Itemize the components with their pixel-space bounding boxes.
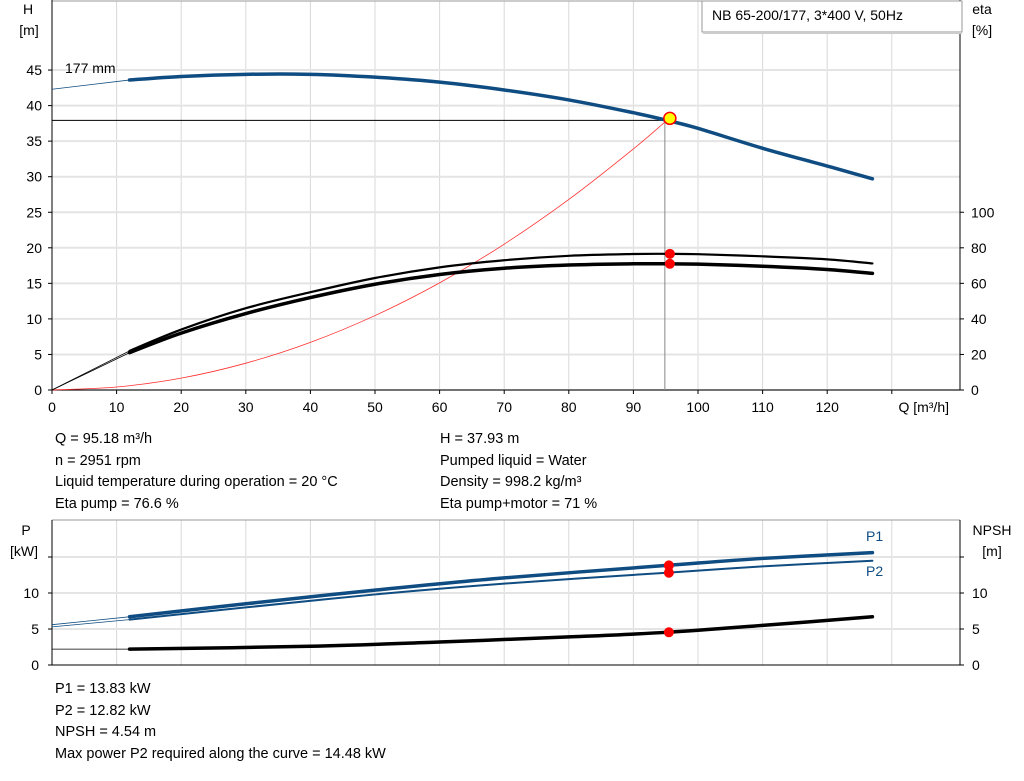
x-tick-label: 50 xyxy=(367,399,383,415)
p2-label: P2 xyxy=(866,563,883,579)
eta-tick-label: 0 xyxy=(971,382,979,398)
title-box xyxy=(701,0,963,33)
y-tick-label: 35 xyxy=(26,133,42,149)
y-tick-label: 20 xyxy=(26,240,42,256)
x-axis-label: Q [m³/h] xyxy=(898,399,949,415)
x-tick-label: 0 xyxy=(48,399,56,415)
info-flow: Q = 95.18 m³/h xyxy=(55,431,153,447)
x-tick-label: 20 xyxy=(173,399,189,415)
y-tick-label: 30 xyxy=(26,169,42,185)
y-axis-unit-right: [%] xyxy=(972,22,992,38)
power-tick-label: 10 xyxy=(23,585,39,601)
y-axis-label-right: eta xyxy=(972,1,992,17)
y-tick-label: 40 xyxy=(26,98,42,114)
x-tick-label: 40 xyxy=(303,399,319,415)
x-tick-label: 30 xyxy=(238,399,254,415)
eta-tick-label: 100 xyxy=(971,204,995,220)
p1-label: P1 xyxy=(866,528,883,544)
y-axis-label-left: H xyxy=(23,1,33,17)
y-tick-label: 5 xyxy=(34,346,42,362)
info-eta-total: Eta pump+motor = 71 % xyxy=(440,495,598,512)
y-tick-label: 25 xyxy=(26,204,42,220)
p1-curve xyxy=(127,550,875,619)
info-bottom: P1 = 13.83 kW P2 = 12.82 kW NPSH = 4.54 … xyxy=(55,679,386,765)
x-tick-label: 80 xyxy=(561,399,577,415)
eta-tick-label: 60 xyxy=(971,275,987,291)
npsh-axis-unit: [m] xyxy=(982,543,1001,559)
eta-tick-label: 40 xyxy=(971,311,987,327)
info-head: H = 37.93 m xyxy=(440,431,520,447)
info-max-power: Max power P2 required along the curve = … xyxy=(55,745,386,762)
head-curve xyxy=(127,72,875,181)
info-density: Density = 998.2 kg/m³ xyxy=(440,474,582,490)
eta-pump-curve xyxy=(128,252,874,352)
p2-marker xyxy=(663,567,674,578)
info-p1: P1 = 13.83 kW xyxy=(55,681,151,697)
npsh-marker xyxy=(663,627,674,638)
info-speed: n = 2951 rpm xyxy=(55,452,141,469)
y-axis-unit-left: [m] xyxy=(19,22,38,38)
eta-total-marker xyxy=(664,258,675,269)
npsh-tick-label: 10 xyxy=(972,585,988,601)
npsh-tick-label: 0 xyxy=(972,657,980,673)
info-temperature: Liquid temperature during operation = 20… xyxy=(55,474,338,490)
info-p2: P2 = 12.82 kW xyxy=(55,702,151,719)
y-tick-label: 0 xyxy=(34,382,42,398)
power-axis-unit: [kW] xyxy=(10,543,38,559)
info-npsh: NPSH = 4.54 m xyxy=(55,724,157,740)
npsh-axis-label: NPSH xyxy=(973,522,1012,538)
system-curve xyxy=(51,120,668,391)
info-top-right: H = 37.93 m Pumped liquid = Water Densit… xyxy=(440,429,597,515)
y-tick-label: 10 xyxy=(26,311,42,327)
p1-curve-extension xyxy=(51,616,130,626)
p1-marker xyxy=(663,560,674,571)
eta-tick-label: 80 xyxy=(971,240,987,256)
title-box-text: NB 65-200/177, 3*400 V, 50Hz xyxy=(712,7,903,23)
x-tick-label: 100 xyxy=(686,399,710,415)
head-curve-extension xyxy=(51,79,130,90)
x-tick-label: 120 xyxy=(816,399,840,415)
npsh-curve xyxy=(127,615,875,651)
npsh-tick-label: 5 xyxy=(972,621,980,637)
info-eta-pump: Eta pump = 76.6 % xyxy=(55,495,179,512)
x-tick-label: 70 xyxy=(496,399,512,415)
eta-pump-marker xyxy=(664,248,675,259)
p2-curve-extension xyxy=(51,619,130,628)
impeller-diameter-label: 177 mm xyxy=(65,60,116,76)
y-tick-label: 45 xyxy=(26,62,42,78)
x-tick-label: 60 xyxy=(432,399,448,415)
x-tick-label: 110 xyxy=(751,399,774,415)
eta-pump-motor-curve-extension xyxy=(51,352,130,391)
power-axis-label: P xyxy=(21,522,30,538)
p2-curve xyxy=(128,559,874,621)
eta-tick-label: 20 xyxy=(971,346,987,362)
duty-point-marker xyxy=(663,111,677,126)
power-tick-label: 0 xyxy=(31,657,39,673)
eta-pump-motor-curve xyxy=(127,261,875,355)
info-liquid: Pumped liquid = Water xyxy=(440,452,587,469)
power-tick-label: 5 xyxy=(31,621,39,637)
x-tick-label: 90 xyxy=(626,399,642,415)
info-top-left: Q = 95.18 m³/h n = 2951 rpm Liquid tempe… xyxy=(55,429,338,515)
y-tick-label: 15 xyxy=(26,275,42,291)
x-tick-label: 10 xyxy=(109,399,125,415)
